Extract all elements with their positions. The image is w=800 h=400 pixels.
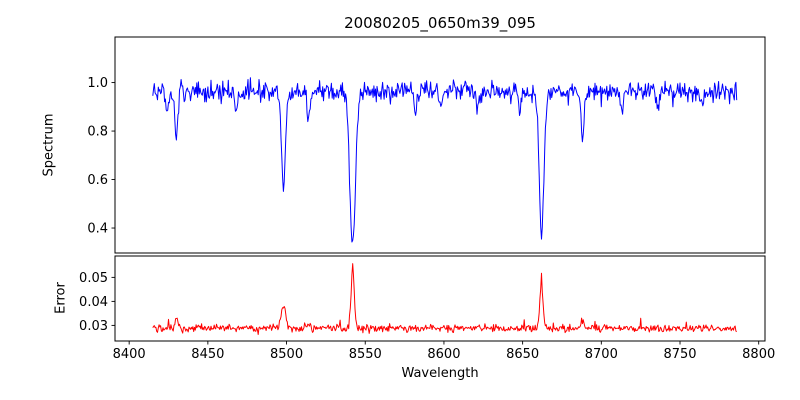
- x-axis-label: Wavelength: [401, 366, 479, 381]
- x-tick-label: 8800: [742, 347, 775, 362]
- x-tick-label: 8450: [191, 347, 224, 362]
- x-tick-label: 8600: [427, 347, 460, 362]
- x-tick-label: 8400: [113, 347, 146, 362]
- x-tick-label: 8550: [349, 347, 382, 362]
- error-line: [152, 263, 738, 335]
- y-tick-label: 0.04: [79, 295, 108, 310]
- spectrum-line: [152, 77, 738, 243]
- chart-title: 20080205_0650m39_095: [344, 14, 536, 32]
- y-tick-label: 0.6: [87, 173, 108, 188]
- y-tick-label: 0.03: [79, 319, 108, 334]
- error-panel-border: [114, 255, 766, 342]
- y-tick-label: 0.4: [87, 222, 108, 237]
- x-tick-label: 8650: [506, 347, 539, 362]
- y-tick-label: 0.05: [79, 271, 108, 286]
- y-tick-label: 1.0: [87, 76, 108, 91]
- x-tick-label: 8500: [270, 347, 303, 362]
- x-tick-label: 8750: [663, 347, 696, 362]
- spectrum-panel-border: [114, 36, 766, 254]
- y-tick-label: 0.8: [87, 125, 108, 140]
- x-tick-label: 8700: [585, 347, 618, 362]
